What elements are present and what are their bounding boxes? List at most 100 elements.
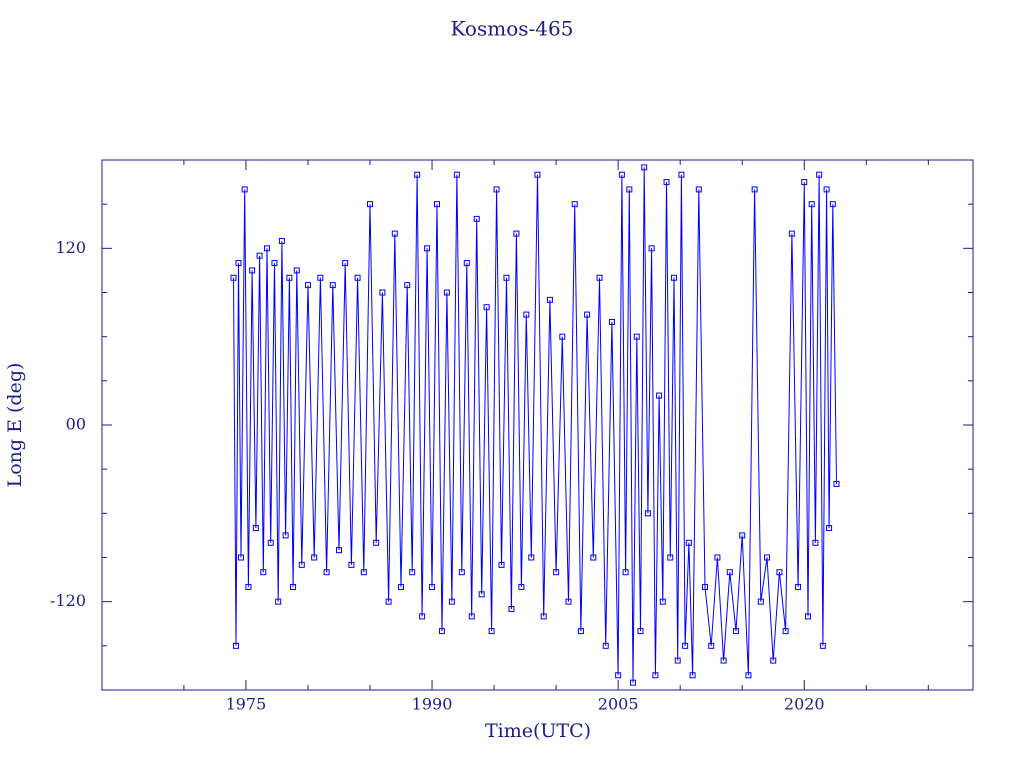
data-point xyxy=(702,583,708,590)
data-point xyxy=(540,613,547,620)
data-point xyxy=(264,245,271,252)
data-point xyxy=(659,598,666,605)
data-point xyxy=(644,510,651,517)
data-point xyxy=(656,392,663,399)
data-point xyxy=(488,628,495,635)
data-point xyxy=(409,569,416,576)
data-point xyxy=(458,569,465,576)
data-point xyxy=(823,186,830,193)
data-point xyxy=(443,289,450,296)
data-point xyxy=(286,274,293,281)
data-point xyxy=(546,296,553,303)
x-tick-label: 1975 xyxy=(226,695,267,714)
data-point xyxy=(745,672,752,679)
data-point xyxy=(663,179,670,186)
data-point xyxy=(278,237,285,244)
data-point xyxy=(235,260,242,267)
data-point xyxy=(608,318,615,325)
data-point xyxy=(473,215,480,222)
data-point xyxy=(571,201,578,208)
data-point xyxy=(360,569,367,576)
data-point xyxy=(553,569,560,576)
data-point xyxy=(508,606,515,613)
data-point xyxy=(782,628,789,635)
data-point xyxy=(596,274,603,281)
data-point xyxy=(414,171,421,178)
data-point xyxy=(652,672,659,679)
data-point xyxy=(682,642,689,649)
data-point xyxy=(618,171,625,178)
data-point xyxy=(293,267,300,274)
data-point xyxy=(764,554,771,561)
data-point xyxy=(241,186,248,193)
data-point xyxy=(801,179,808,186)
data-point xyxy=(757,598,764,605)
data-point xyxy=(275,598,282,605)
data-point xyxy=(493,186,500,193)
data-point xyxy=(826,525,833,532)
chart-title: Kosmos-465 xyxy=(451,17,574,41)
data-point xyxy=(256,252,263,259)
data-point xyxy=(424,245,431,252)
x-axis-label: Time(UTC) xyxy=(485,720,591,742)
data-point xyxy=(590,554,597,561)
data-point xyxy=(483,304,490,311)
data-point xyxy=(689,672,696,679)
data-point xyxy=(498,561,505,568)
data-point xyxy=(391,230,398,237)
data-point xyxy=(335,547,342,554)
data-point xyxy=(398,583,405,590)
data-point xyxy=(311,554,318,561)
data-point xyxy=(678,171,685,178)
data-point xyxy=(267,539,274,546)
data-point xyxy=(463,260,470,267)
data-point xyxy=(714,554,721,561)
data-point xyxy=(685,539,692,546)
data-point xyxy=(379,289,386,296)
data-point xyxy=(317,274,324,281)
data-point xyxy=(674,657,681,664)
data-point xyxy=(667,554,674,561)
data-point xyxy=(559,333,566,340)
data-point xyxy=(630,679,637,686)
data-point xyxy=(641,164,648,171)
x-tick-label: 2005 xyxy=(598,695,639,714)
data-point xyxy=(249,267,256,274)
data-point xyxy=(751,186,758,193)
data-point xyxy=(523,311,530,318)
data-point xyxy=(290,583,297,590)
data-point xyxy=(648,245,655,252)
data-point xyxy=(298,561,305,568)
data-point xyxy=(795,583,802,590)
data-point xyxy=(323,569,330,576)
data-point xyxy=(819,642,826,649)
data-point xyxy=(602,642,609,649)
data-point xyxy=(373,539,380,546)
data-point xyxy=(637,628,644,635)
data-point xyxy=(565,598,572,605)
data-point xyxy=(468,613,475,620)
data-point xyxy=(584,311,591,318)
data-point xyxy=(534,171,541,178)
data-point xyxy=(670,274,677,281)
data-point xyxy=(342,260,349,267)
data-point xyxy=(233,642,239,649)
data-point xyxy=(720,657,727,664)
data-point xyxy=(816,171,823,178)
data-point xyxy=(622,569,629,576)
data-point xyxy=(271,260,278,267)
data-point xyxy=(726,569,733,576)
data-point xyxy=(354,274,361,281)
data-point xyxy=(438,628,445,635)
data-point xyxy=(513,230,520,237)
data-point xyxy=(812,539,819,546)
data-point xyxy=(260,569,267,576)
data-point xyxy=(429,583,436,590)
data-point xyxy=(577,628,584,635)
y-tick-label: -120 xyxy=(50,591,86,610)
data-point xyxy=(245,583,252,590)
data-point xyxy=(804,613,811,620)
data-point xyxy=(304,282,311,289)
